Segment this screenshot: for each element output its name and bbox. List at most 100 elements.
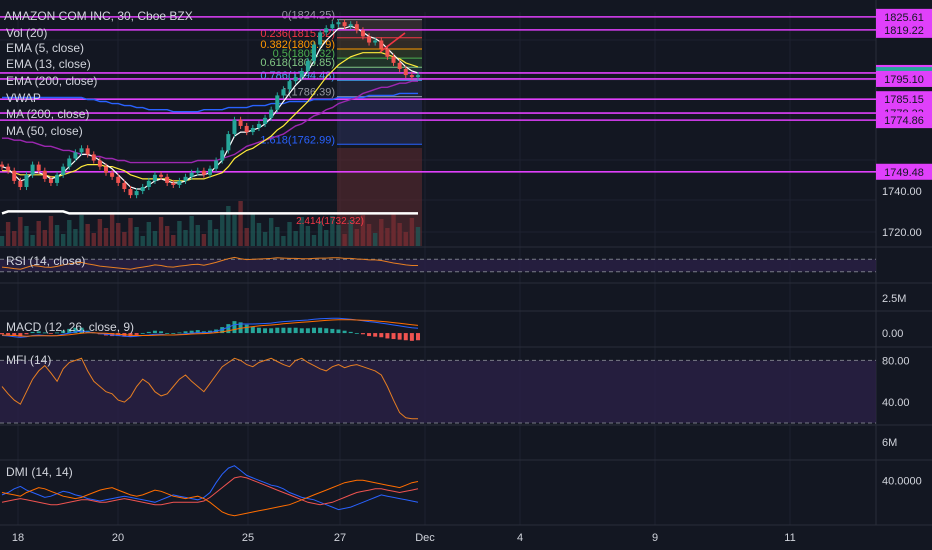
price-tick-0: 1740.00 bbox=[882, 186, 922, 198]
mfi-label[interactable]: MFI (14) bbox=[6, 353, 51, 367]
candle-body-51 bbox=[312, 44, 316, 61]
volume-bar-21 bbox=[128, 218, 133, 246]
volume-bar-6 bbox=[36, 221, 41, 246]
macd-hist-44 bbox=[269, 328, 274, 334]
volume-bar-30 bbox=[183, 230, 188, 246]
macd-hist-29 bbox=[177, 332, 182, 334]
volume-bar-7 bbox=[42, 230, 48, 246]
macd-hist-33 bbox=[201, 331, 206, 334]
candle-body-45 bbox=[275, 95, 280, 110]
legend: AMAZON COM INC, 30, Cboe BZX Vol (20) EM… bbox=[4, 9, 193, 138]
candle-body-8 bbox=[48, 178, 53, 183]
macd-hist-41 bbox=[250, 326, 255, 334]
macd-hist-62 bbox=[379, 333, 384, 338]
macd-hist-56 bbox=[342, 330, 347, 334]
macd-hist-39 bbox=[238, 322, 243, 334]
legend-entry-ema13[interactable]: EMA (13, close) bbox=[6, 57, 91, 71]
candle-body-20 bbox=[122, 182, 127, 190]
macd-label[interactable]: MACD (12, 26, close, 9) bbox=[6, 320, 134, 334]
volume-bar-49 bbox=[299, 217, 304, 246]
volume-bar-29 bbox=[177, 221, 182, 246]
legend-entry-vwap[interactable]: VWAP bbox=[6, 91, 41, 105]
candle-body-22 bbox=[134, 191, 139, 196]
candle-body-17 bbox=[104, 166, 108, 173]
mfi-pane[interactable]: 80.00 40.00 bbox=[0, 355, 910, 424]
macd-hist-28 bbox=[171, 333, 176, 334]
volume-bar-18 bbox=[109, 214, 115, 246]
volume-bar-23 bbox=[140, 236, 145, 246]
macd-hist-22 bbox=[134, 333, 139, 335]
volume-bar-60 bbox=[366, 224, 372, 246]
candle-body-1 bbox=[6, 166, 11, 171]
volume-bar-1 bbox=[5, 222, 11, 246]
mfi-band bbox=[0, 360, 876, 423]
macd-hist-1 bbox=[6, 333, 11, 335]
candle-body-15 bbox=[91, 154, 96, 161]
macd-hist-0 bbox=[0, 333, 4, 335]
volume-bar-39 bbox=[238, 201, 243, 246]
dmi-pane[interactable]: 40.0000 bbox=[1, 465, 922, 517]
macd-pane[interactable]: 0.00 bbox=[0, 317, 903, 341]
candle-body-40 bbox=[244, 125, 249, 133]
price-badge-label-8: 1749.48 bbox=[884, 167, 924, 179]
macd-hist-46 bbox=[281, 327, 286, 334]
volume-bar-3 bbox=[18, 217, 23, 246]
volume-bar-56 bbox=[342, 234, 347, 246]
rsi-pane[interactable] bbox=[0, 256, 876, 273]
macd-hist-34 bbox=[208, 330, 212, 334]
volume-bar-42 bbox=[256, 223, 262, 246]
mfi-line bbox=[1, 357, 418, 420]
candle-body-10 bbox=[61, 166, 66, 175]
candle-body-68 bbox=[416, 75, 420, 78]
time-axis[interactable]: 18 20 25 27 Dec 4 9 11 bbox=[12, 532, 796, 544]
dmi-label[interactable]: DMI (14, 14) bbox=[6, 465, 73, 479]
candle-body-29 bbox=[177, 180, 182, 185]
legend-entry-ma50[interactable]: MA (50, close) bbox=[6, 124, 83, 138]
macd-hist-55 bbox=[336, 329, 341, 334]
volume-bar-54 bbox=[330, 216, 335, 246]
candle-body-52 bbox=[318, 32, 323, 45]
volume-bar-13 bbox=[79, 215, 84, 246]
price-tick-1: 1720.00 bbox=[882, 227, 922, 239]
legend-entry-ema200[interactable]: EMA (200, close) bbox=[6, 74, 97, 88]
macd-signal-line bbox=[1, 319, 419, 337]
legend-entry-ma200[interactable]: MA (200, close) bbox=[6, 107, 89, 121]
macd-hist-3 bbox=[18, 333, 23, 337]
candle-body-21 bbox=[128, 189, 133, 196]
price-axis[interactable]: 1825.611819.221798.051797.001795.101785.… bbox=[876, 8, 932, 239]
volume-bar-33 bbox=[201, 234, 207, 246]
volume-bar-31 bbox=[189, 216, 194, 246]
volume-pane[interactable]: 2.5M 6M bbox=[882, 293, 906, 449]
volume-bar-65 bbox=[397, 223, 402, 246]
volume-bar-26 bbox=[158, 217, 164, 246]
macd-hist-61 bbox=[373, 333, 378, 337]
volume-bar-61 bbox=[372, 233, 378, 246]
candle-body-41 bbox=[250, 127, 255, 133]
candle-body-6 bbox=[36, 164, 41, 171]
volume-bar-44 bbox=[268, 218, 274, 246]
volume2-tick: 6M bbox=[882, 437, 897, 449]
fib-label-2: 0.382(1809.79) bbox=[260, 39, 335, 51]
candle-body-14 bbox=[85, 148, 90, 155]
volume-bar-11 bbox=[67, 220, 72, 246]
candle-body-53 bbox=[324, 28, 329, 33]
macd-hist-23 bbox=[140, 333, 145, 334]
macd-hist-30 bbox=[183, 331, 188, 334]
macd-hist-11 bbox=[67, 328, 72, 334]
price-badge-8 bbox=[876, 163, 932, 180]
price-badge-label-4: 1795.10 bbox=[884, 74, 924, 86]
legend-entry-ema5[interactable]: EMA (5, close) bbox=[6, 41, 84, 55]
candle-body-13 bbox=[79, 148, 84, 153]
macd-hist-52 bbox=[318, 327, 323, 334]
volume-bar-20 bbox=[122, 232, 127, 246]
price-badge-1 bbox=[876, 21, 932, 38]
candle-body-33 bbox=[201, 170, 206, 175]
volume-bar-14 bbox=[85, 224, 90, 246]
macd-hist-45 bbox=[275, 327, 280, 334]
rsi-label[interactable]: RSI (14, close) bbox=[6, 254, 85, 268]
volume-bar-36 bbox=[220, 215, 225, 246]
price-pane[interactable]: 0(1824.25) 0.236(1815.32)0.382(1809.79) 0.… bbox=[0, 10, 876, 246]
volume-bar-57 bbox=[348, 220, 353, 246]
candle-body-66 bbox=[403, 68, 408, 76]
legend-entry-vol[interactable]: Vol (20) bbox=[6, 26, 47, 40]
